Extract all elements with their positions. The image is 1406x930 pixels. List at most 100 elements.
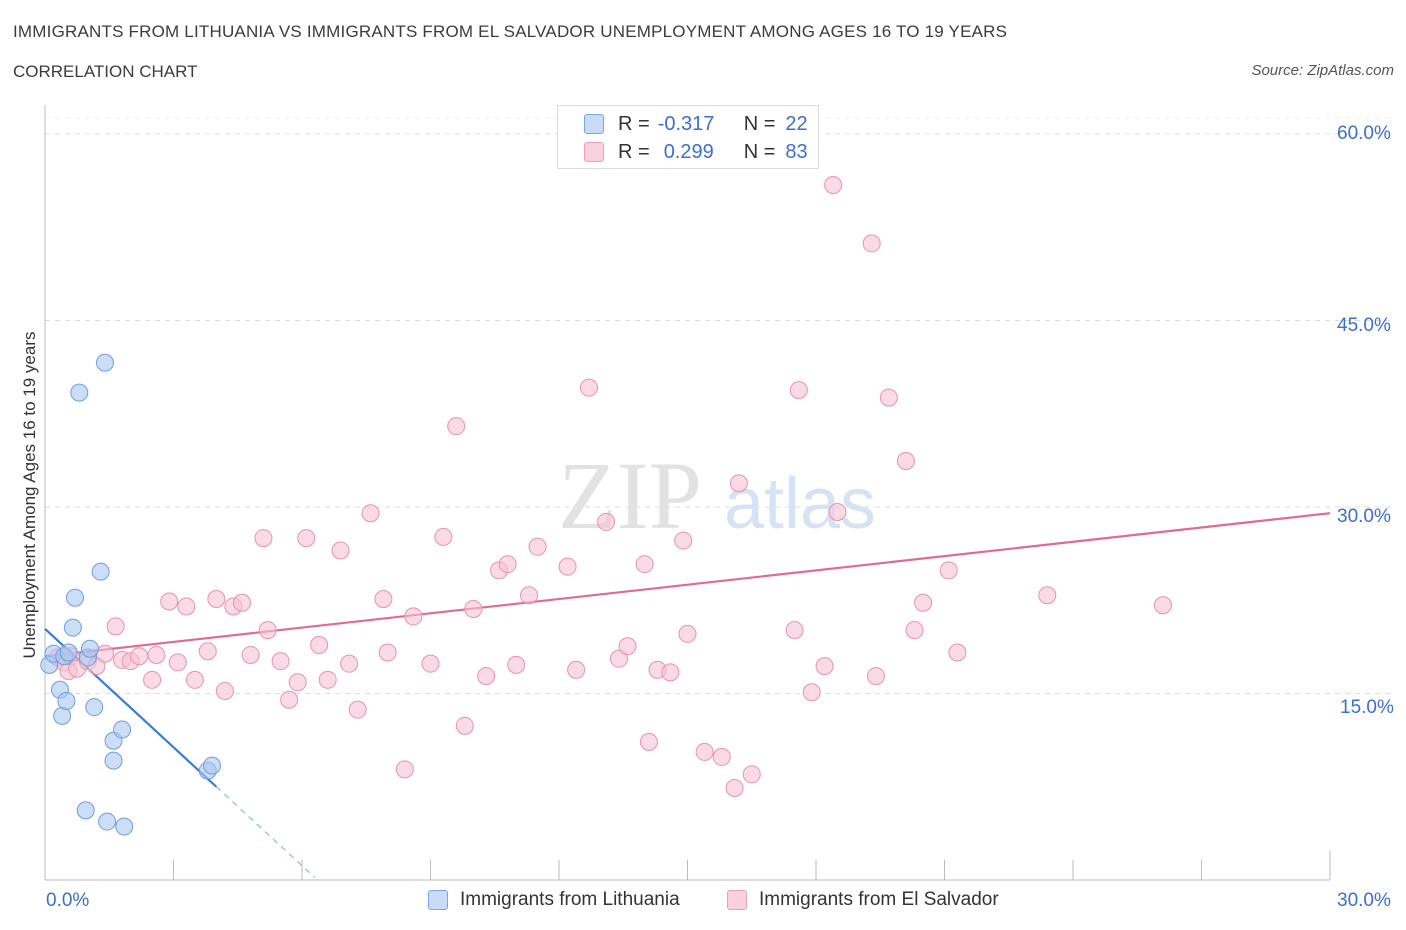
correlation-legend: R = -0.317 N = 22 R = 0.299 N = 83 [557, 105, 819, 169]
point-el-salvador [288, 673, 307, 692]
point-el-salvador [374, 590, 393, 609]
point-lithuania [80, 639, 99, 658]
bottom-legend-swatch-lithuania [428, 890, 448, 910]
legend-n-value-lithuania: 22 [785, 112, 808, 135]
point-el-salvador [106, 617, 125, 636]
point-el-salvador [348, 700, 367, 719]
point-lithuania [104, 751, 123, 770]
point-el-salvador [185, 670, 204, 689]
point-el-salvador [395, 760, 414, 779]
legend-n-value-el-salvador: 83 [785, 140, 808, 163]
point-el-salvador [815, 657, 834, 676]
point-el-salvador [95, 644, 114, 663]
point-el-salvador [160, 592, 179, 611]
point-el-salvador [905, 621, 924, 640]
point-el-salvador [254, 529, 273, 548]
point-el-salvador [271, 652, 290, 671]
point-el-salvador [280, 690, 299, 709]
point-el-salvador [1038, 586, 1057, 605]
legend-swatch-el-salvador [584, 142, 604, 162]
point-el-salvador [520, 586, 539, 605]
point-el-salvador [207, 590, 226, 609]
point-el-salvador [802, 683, 821, 702]
data-points [40, 175, 1172, 836]
point-el-salvador [361, 504, 380, 523]
point-el-salvador [241, 645, 260, 664]
x-tick-label-min: 0.0% [46, 890, 90, 911]
bottom-legend-el-salvador: Immigrants from El Salvador [727, 889, 999, 911]
point-el-salvador [618, 637, 637, 656]
point-el-salvador [567, 660, 586, 679]
point-lithuania [57, 691, 76, 710]
bottom-legend-label-el-salvador: Immigrants from El Salvador [759, 889, 999, 910]
point-el-salvador [1153, 596, 1172, 615]
point-lithuania [65, 588, 84, 607]
point-el-salvador [455, 716, 474, 735]
point-el-salvador [168, 653, 187, 672]
y-tick-label-15: 15.0% [1340, 697, 1394, 718]
legend-r-value-el-salvador: 0.299 [663, 140, 714, 163]
axes [44, 105, 1331, 881]
point-el-salvador [477, 667, 496, 686]
point-lithuania [115, 817, 134, 836]
point-el-salvador [729, 474, 748, 493]
point-el-salvador [331, 541, 350, 560]
trend-lines [44, 512, 1331, 879]
y-tick-label-60: 60.0% [1337, 123, 1391, 144]
point-el-salvador [258, 621, 277, 640]
point-lithuania [70, 383, 89, 402]
point-el-salvador [914, 593, 933, 612]
point-el-salvador [712, 747, 731, 766]
point-el-salvador [639, 732, 658, 751]
point-el-salvador [378, 643, 397, 662]
point-el-salvador [678, 624, 697, 643]
point-el-salvador [147, 645, 166, 664]
legend-r-value-lithuania: -0.317 [657, 112, 715, 135]
point-el-salvador [297, 529, 316, 548]
point-lithuania [113, 720, 132, 739]
legend-swatch-lithuania [584, 114, 604, 134]
y-axis-label: Unemployment Among Ages 16 to 19 years [20, 331, 39, 659]
point-el-salvador [198, 642, 217, 661]
point-lithuania [98, 812, 117, 831]
point-el-salvador [130, 647, 149, 666]
bottom-legend-swatch-el-salvador [727, 890, 747, 910]
x-tick-label-max: 30.0% [1337, 890, 1391, 911]
y-tick-label-30: 30.0% [1337, 506, 1391, 527]
point-el-salvador [215, 682, 234, 701]
point-el-salvador [318, 670, 337, 689]
point-el-salvador [233, 593, 252, 612]
point-el-salvador [674, 531, 693, 550]
point-lithuania [63, 618, 82, 637]
point-el-salvador [434, 527, 453, 546]
chart-subtitle: CORRELATION CHART [13, 62, 198, 81]
point-el-salvador [609, 649, 628, 668]
point-el-salvador [828, 502, 847, 521]
point-el-salvador [725, 778, 744, 797]
point-el-salvador [558, 557, 577, 576]
point-lithuania [203, 756, 222, 775]
point-el-salvador [464, 599, 483, 618]
point-el-salvador [939, 561, 958, 580]
legend-r-label: R = [618, 112, 650, 135]
point-el-salvador [742, 765, 761, 784]
point-el-salvador [789, 381, 808, 400]
point-lithuania [53, 706, 72, 725]
bottom-legend-lithuania: Immigrants from Lithuania [428, 889, 680, 911]
point-el-salvador [498, 555, 517, 574]
point-el-salvador [785, 621, 804, 640]
legend-row-lithuania: R = -0.317 N = 22 [584, 112, 808, 136]
point-lithuania [85, 698, 104, 717]
point-el-salvador [896, 451, 915, 470]
point-el-salvador [866, 667, 885, 686]
bottom-legend-label-lithuania: Immigrants from Lithuania [460, 889, 680, 910]
point-el-salvador [635, 555, 654, 574]
point-el-salvador [862, 234, 881, 253]
point-el-salvador [579, 378, 598, 397]
point-el-salvador [824, 175, 843, 194]
point-el-salvador [421, 654, 440, 673]
point-el-salvador [597, 512, 616, 531]
point-el-salvador [948, 643, 967, 662]
point-el-salvador [695, 742, 714, 761]
